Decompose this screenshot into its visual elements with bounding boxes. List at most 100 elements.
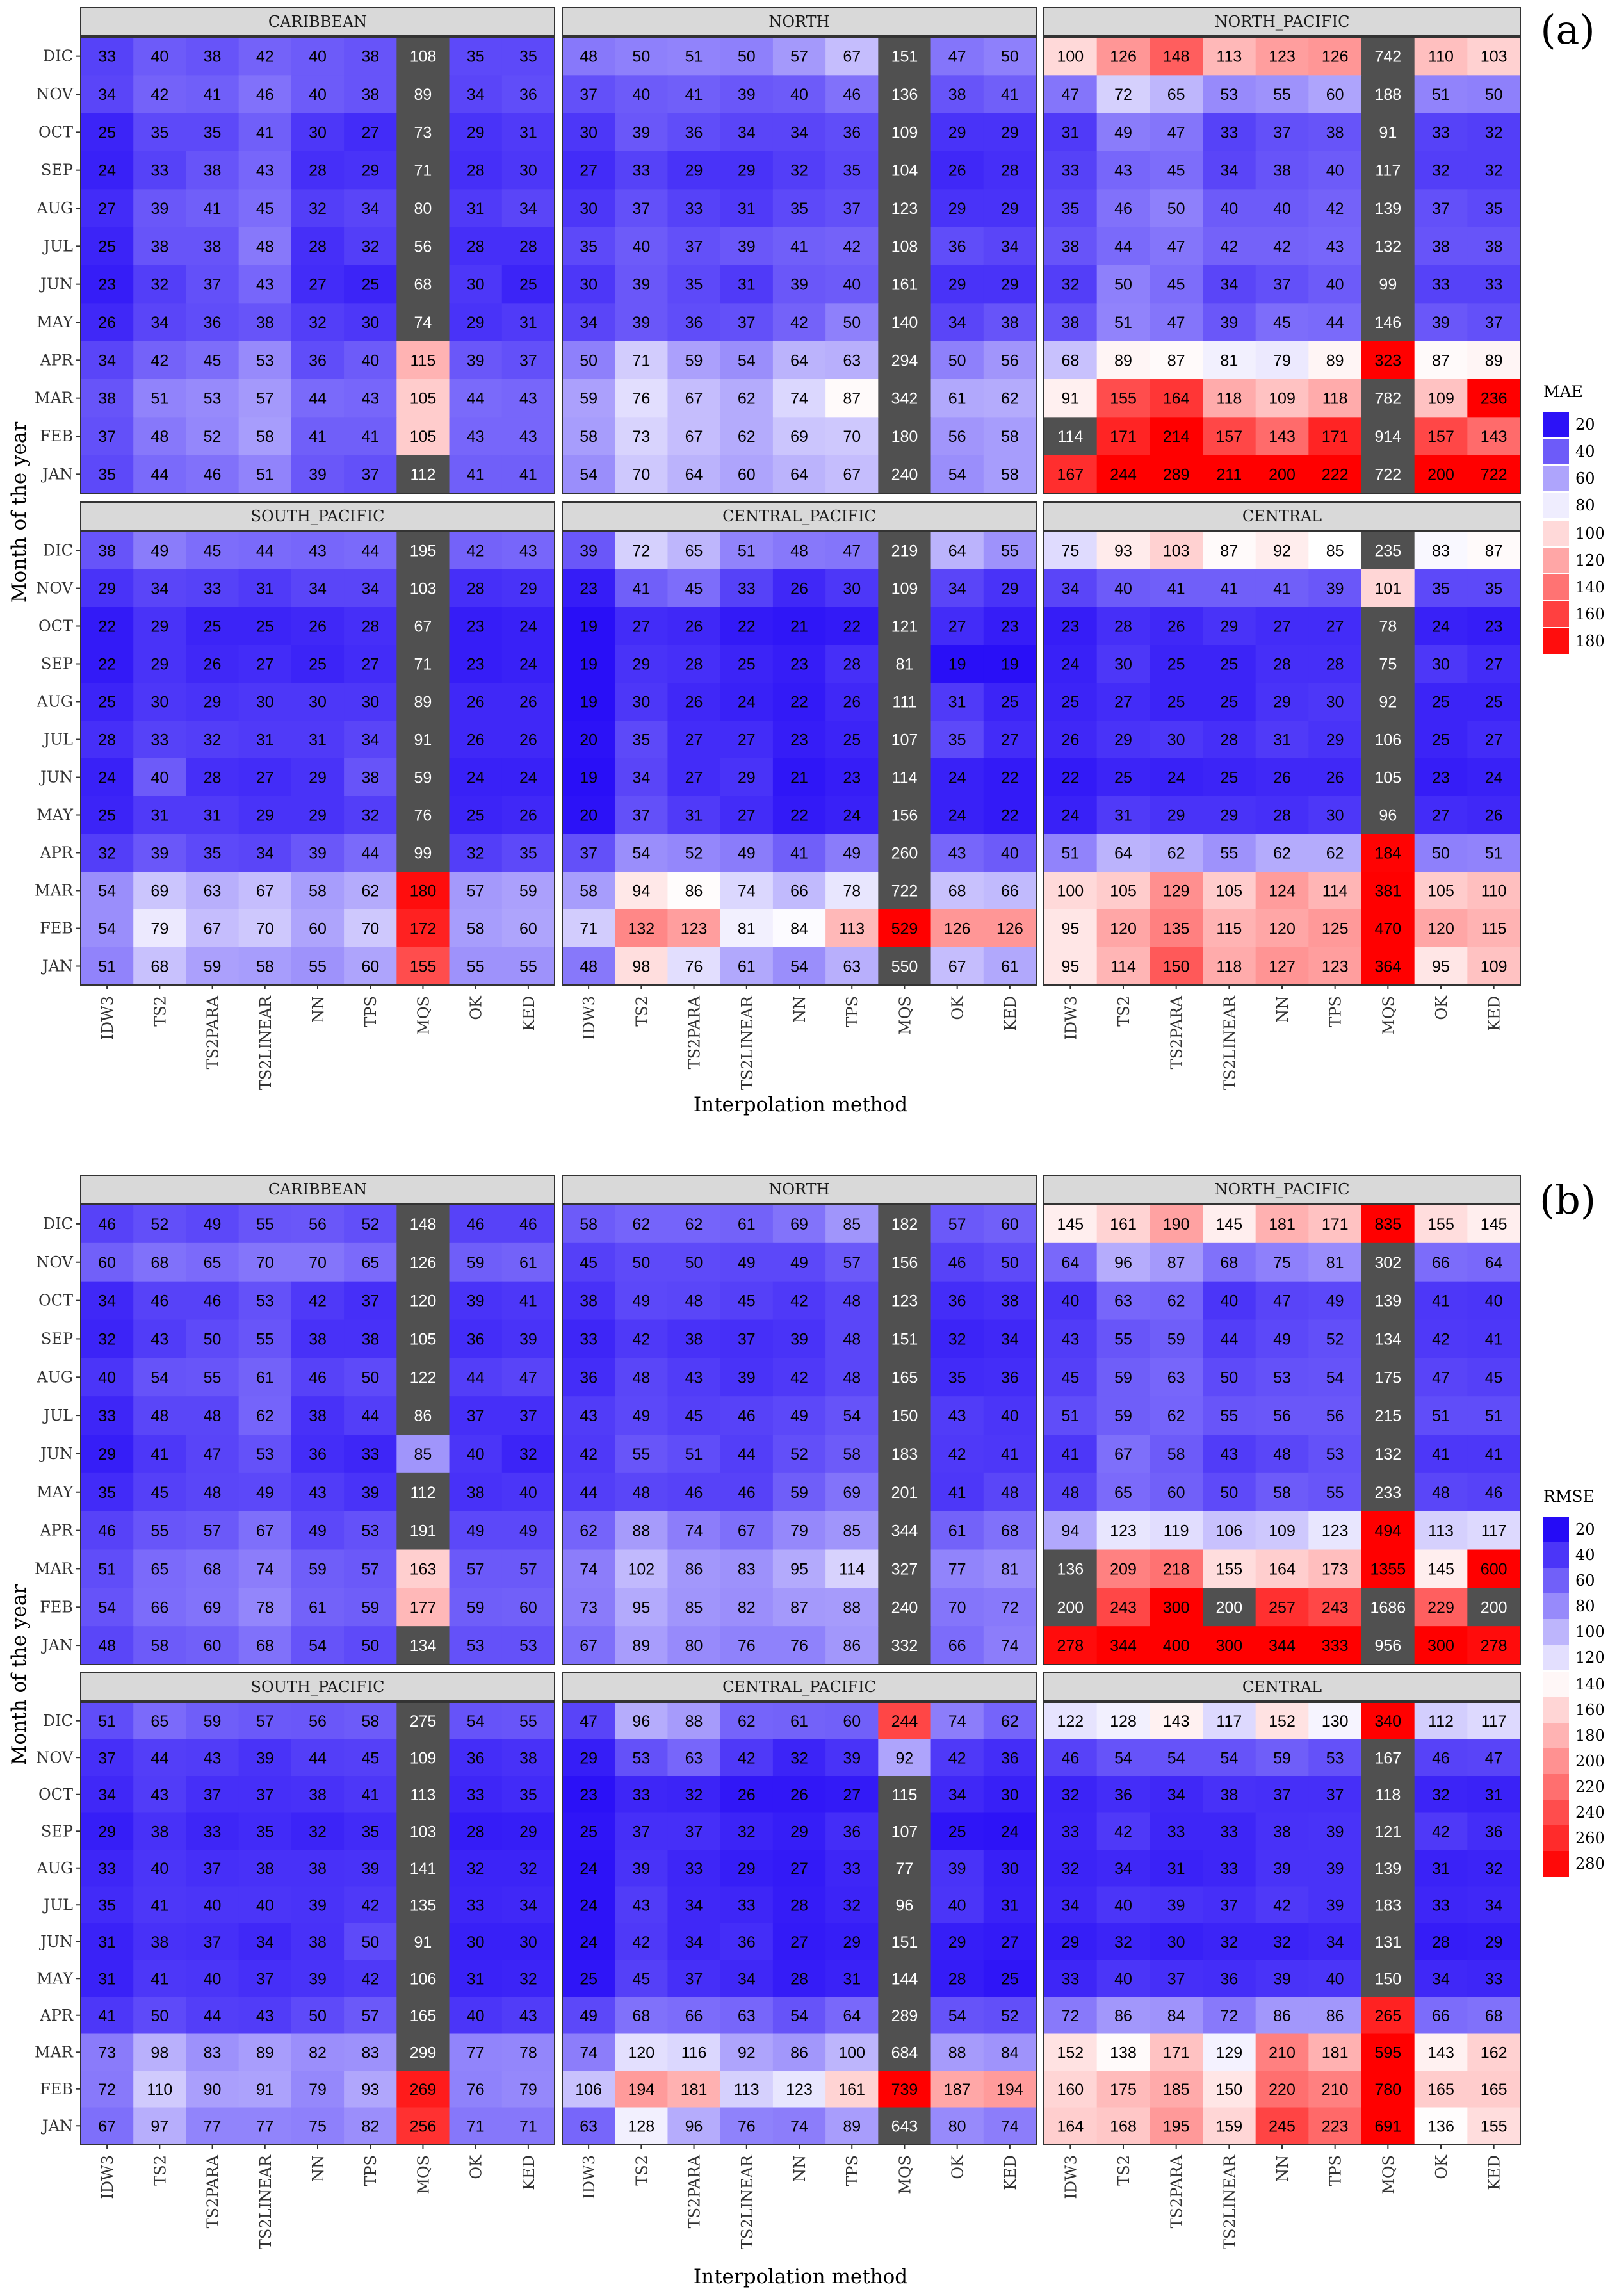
heatmap-cell (186, 947, 240, 986)
cell-value-label: 60 (1326, 86, 1344, 104)
cell-value-label: 114 (839, 1560, 865, 1578)
cell-value-label: 200 (1215, 1599, 1242, 1616)
cell-value-label: 29 (361, 162, 379, 180)
heatmap-cell (1203, 417, 1256, 456)
cell-value-label: 73 (414, 124, 432, 142)
heatmap-cell (1150, 834, 1203, 872)
cell-value-label: 43 (204, 1749, 222, 1767)
cell-value-label: 30 (1001, 1786, 1019, 1804)
heatmap-cell (1096, 151, 1150, 190)
cell-value-label: 83 (361, 2044, 379, 2062)
heatmap-cell (1308, 909, 1362, 948)
heatmap-cell (1150, 909, 1203, 948)
heatmap-cell (1203, 379, 1256, 418)
cell-value-label: 157 (1215, 428, 1242, 446)
y-tick-label: OCT (38, 1786, 73, 1803)
facet-title: SOUTH_PACIFIC (251, 507, 385, 525)
cell-value-label: 200 (1481, 1599, 1507, 1616)
cell-value-label: 52 (204, 428, 222, 446)
cell-value-label: 31 (256, 731, 274, 749)
cell-value-label: 32 (1485, 124, 1503, 142)
cell-value-label: 40 (256, 1896, 274, 1914)
legend-label: 180 (1575, 632, 1605, 650)
cell-value-label: 53 (467, 1637, 485, 1655)
cell-value-label: 22 (1001, 769, 1019, 787)
heatmap-cell (1203, 721, 1256, 759)
cell-value-label: 38 (685, 1330, 703, 1348)
heatmap-cell (344, 37, 397, 76)
cell-value-label: 38 (1485, 238, 1503, 256)
cell-value-label: 67 (843, 48, 861, 66)
heatmap-cell (1467, 417, 1521, 456)
cell-value-label: 75 (1061, 542, 1079, 560)
heatmap-cell (449, 872, 503, 910)
heatmap-cell (1096, 417, 1150, 456)
heatmap-cell (562, 37, 615, 76)
cell-value-label: 24 (467, 769, 485, 787)
x-tick-label: OK (1433, 995, 1450, 1020)
heatmap-cell (930, 909, 984, 948)
heatmap-cell (396, 113, 450, 152)
cell-value-label: 82 (738, 1599, 756, 1616)
heatmap-cell (1150, 683, 1203, 721)
heatmap-cell (983, 151, 1037, 190)
heatmap-cell (1044, 758, 1098, 797)
cell-value-label: 36 (685, 124, 703, 142)
cell-value-label: 33 (1061, 1970, 1079, 1988)
heatmap-cell (81, 1396, 134, 1435)
cell-value-label: 46 (1114, 200, 1132, 218)
cell-value-label: 29 (580, 1749, 597, 1767)
legend-label: 140 (1575, 1675, 1605, 1693)
heatmap-cell (1361, 417, 1415, 456)
cell-value-label: 59 (580, 390, 597, 408)
heatmap-cell (1150, 227, 1203, 266)
cell-value-label: 27 (309, 276, 327, 294)
heatmap-cell (667, 417, 721, 456)
cell-value-label: 31 (685, 807, 703, 825)
heatmap-cell (615, 947, 669, 986)
cell-value-label: 38 (361, 769, 379, 787)
cell-value-label: 26 (790, 1786, 808, 1804)
cell-value-label: 115 (892, 1786, 918, 1804)
heatmap-cell (396, 1435, 450, 1474)
cell-value-label: 25 (1220, 656, 1238, 674)
cell-value-label: 31 (309, 731, 327, 749)
heatmap-cell (772, 532, 826, 570)
cell-value-label: 37 (580, 845, 597, 863)
cell-value-label: 41 (1001, 1445, 1019, 1463)
x-tick-label: TPS (362, 996, 380, 1027)
cell-value-label: 66 (948, 1637, 966, 1655)
cell-value-label: 62 (632, 1216, 650, 1233)
cell-value-label: 55 (1273, 86, 1291, 104)
cell-value-label: 28 (361, 618, 379, 636)
cell-value-label: 96 (896, 1896, 914, 1914)
heatmap-cell (501, 532, 555, 570)
cell-value-label: 47 (1273, 1292, 1291, 1310)
cell-value-label: 67 (685, 390, 703, 408)
heatmap-cell (396, 607, 450, 646)
cell-value-label: 494 (1374, 1522, 1401, 1540)
heatmap-cell (1203, 341, 1256, 380)
cell-value-label: 244 (891, 1713, 918, 1730)
cell-value-label: 113 (734, 2081, 760, 2099)
cell-value-label: 34 (632, 769, 650, 787)
heatmap-cell (186, 834, 240, 872)
cell-value-label: 101 (1374, 580, 1401, 598)
heatmap-cell (1203, 607, 1256, 646)
cell-value-label: 23 (1061, 618, 1079, 636)
heatmap-cell (238, 113, 292, 152)
cell-value-label: 54 (98, 883, 116, 900)
heatmap-cell (1361, 872, 1415, 910)
cell-value-label: 59 (1114, 1407, 1132, 1425)
heatmap-cell (1255, 947, 1309, 986)
cell-value-label: 109 (891, 580, 918, 598)
cell-value-label: 61 (309, 1599, 327, 1616)
cell-value-label: 60 (1001, 1216, 1019, 1233)
cell-value-label: 98 (150, 2044, 168, 2062)
cell-value-label: 56 (309, 1713, 327, 1730)
heatmap-cell (1467, 947, 1521, 986)
heatmap-cell (667, 75, 721, 114)
cell-value-label: 34 (256, 845, 274, 863)
cell-value-label: 62 (685, 1216, 703, 1233)
